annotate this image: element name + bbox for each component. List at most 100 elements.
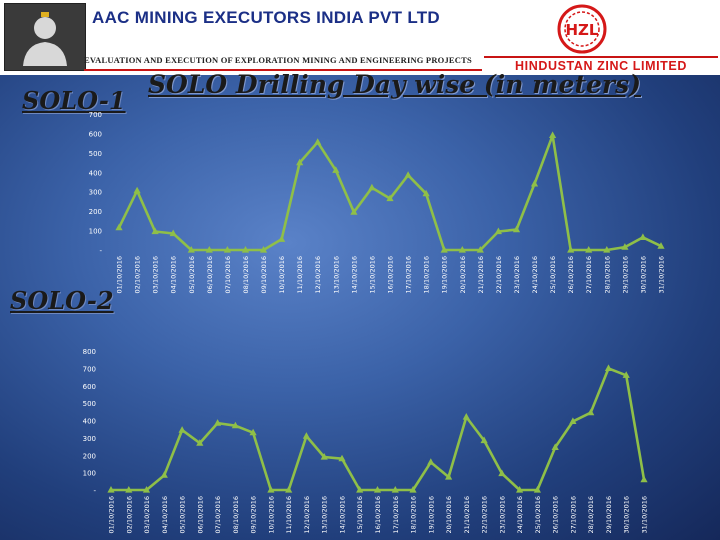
- data-point: [302, 432, 310, 439]
- x-tick-label: 12/10/2016: [314, 256, 322, 293]
- chart-title: SOLO Drilling Day wise (in meters): [148, 70, 641, 99]
- data-point: [285, 486, 293, 493]
- header-divider: [84, 69, 482, 71]
- data-point: [462, 413, 470, 420]
- x-tick-label: 05/10/2016: [188, 256, 196, 293]
- x-tick-label: 04/10/2016: [170, 256, 178, 293]
- company-logo: [4, 3, 86, 71]
- series-line: [117, 134, 662, 252]
- x-tick-label: 24/10/2016: [516, 496, 524, 533]
- data-point: [549, 131, 557, 138]
- y-tick-label: 200: [83, 452, 96, 460]
- data-point: [133, 186, 141, 194]
- x-tick-label: 03/10/2016: [143, 496, 151, 533]
- x-tick-label: 13/10/2016: [332, 256, 340, 293]
- x-tick-label: 03/10/2016: [152, 256, 160, 293]
- x-tick-label: 30/10/2016: [639, 256, 647, 293]
- x-tick-label: 07/10/2016: [224, 256, 232, 293]
- x-tick-label: 11/10/2016: [285, 496, 293, 533]
- data-point: [241, 246, 250, 253]
- data-point: [533, 486, 541, 493]
- x-tick-label: 05/10/2016: [179, 496, 187, 533]
- y-tick-label: 400: [89, 169, 102, 177]
- x-tick-label: 17/10/2016: [392, 496, 400, 533]
- hzl-logo-text: HZL: [566, 21, 599, 39]
- data-point: [386, 194, 394, 202]
- x-tick-label: 29/10/2016: [605, 496, 613, 533]
- x-tick-label: 17/10/2016: [405, 256, 413, 293]
- x-tick-label: 18/10/2016: [410, 496, 418, 533]
- data-point: [587, 408, 595, 416]
- x-tick-label: 04/10/2016: [161, 496, 169, 533]
- data-point: [422, 189, 430, 197]
- data-point: [151, 227, 159, 235]
- data-point: [187, 246, 195, 253]
- partner-name: HINDUSTAN ZINC LIMITED: [484, 56, 718, 74]
- data-point: [332, 166, 340, 173]
- header: AAC MINING EXECUTORS INDIA PVT LTD EVALU…: [0, 0, 720, 75]
- data-point: [320, 453, 328, 460]
- x-tick-label: 13/10/2016: [321, 496, 329, 533]
- y-tick-label: 300: [83, 435, 96, 443]
- data-point: [267, 486, 275, 493]
- x-tick-label: 14/10/2016: [350, 256, 358, 293]
- x-tick-label: 25/10/2016: [534, 496, 542, 533]
- data-point: [160, 471, 168, 478]
- x-tick-label: 28/10/2016: [603, 256, 611, 293]
- data-point: [169, 229, 177, 237]
- data-point: [639, 233, 647, 240]
- solo1-label: SOLO-1: [22, 86, 126, 115]
- company-tagline: EVALUATION AND EXECUTION OF EXPLORATION …: [84, 55, 472, 65]
- x-tick-label: 18/10/2016: [423, 256, 431, 293]
- data-point: [350, 208, 358, 215]
- series-line: [111, 367, 646, 492]
- data-point: [404, 171, 412, 178]
- x-tick-label: 28/10/2016: [587, 496, 595, 533]
- x-tick-label: 11/10/2016: [296, 256, 304, 293]
- solo2-plot: - 100 200 300 400 500 600 700 800 01/10/2016 02/10…: [83, 348, 649, 533]
- data-point: [458, 246, 466, 253]
- data-point: [107, 486, 115, 493]
- x-tick-label: 26/10/2016: [567, 256, 575, 293]
- y-tick-label: 500: [89, 150, 102, 158]
- data-point: [373, 486, 382, 493]
- x-tick-label: 20/10/2016: [445, 496, 453, 533]
- data-point: [530, 179, 539, 187]
- solo2-label: SOLO-2: [10, 286, 114, 315]
- data-point: [231, 421, 239, 429]
- x-tick-label: 07/10/2016: [214, 496, 222, 533]
- data-point: [115, 223, 123, 231]
- data-point: [249, 428, 257, 436]
- x-tick-label: 09/10/2016: [260, 256, 268, 293]
- y-tick-label: 800: [83, 348, 96, 356]
- data-point: [603, 246, 611, 253]
- data-point: [205, 246, 213, 253]
- x-tick-label: 01/10/2016: [108, 496, 116, 533]
- y-tick-label: 500: [83, 400, 96, 408]
- data-point: [621, 243, 629, 250]
- data-point: [498, 469, 506, 477]
- y-tick-label: 400: [83, 418, 96, 426]
- x-tick-label: 29/10/2016: [621, 256, 629, 293]
- data-point: [604, 364, 613, 371]
- x-tick-label: 01/10/2016: [116, 256, 124, 293]
- data-point: [196, 439, 204, 446]
- x-tick-label: 27/10/2016: [585, 256, 593, 293]
- x-tick-label: 08/10/2016: [242, 256, 250, 293]
- x-tick-label: 09/10/2016: [250, 496, 258, 533]
- x-tick-label: 31/10/2016: [641, 496, 649, 533]
- data-point: [356, 486, 364, 493]
- data-point: [585, 246, 593, 253]
- x-tick-label: 08/10/2016: [232, 496, 240, 533]
- x-tick-label: 02/10/2016: [134, 256, 142, 293]
- x-tick-label: 16/10/2016: [374, 496, 382, 533]
- x-tick-label: 27/10/2016: [569, 496, 577, 533]
- data-point: [569, 417, 577, 424]
- data-point: [259, 246, 268, 253]
- data-point: [178, 426, 186, 433]
- x-tick-label: 06/10/2016: [206, 256, 214, 293]
- data-point: [622, 371, 630, 378]
- x-tick-label: 23/10/2016: [513, 256, 521, 293]
- x-tick-label: 15/10/2016: [356, 496, 364, 533]
